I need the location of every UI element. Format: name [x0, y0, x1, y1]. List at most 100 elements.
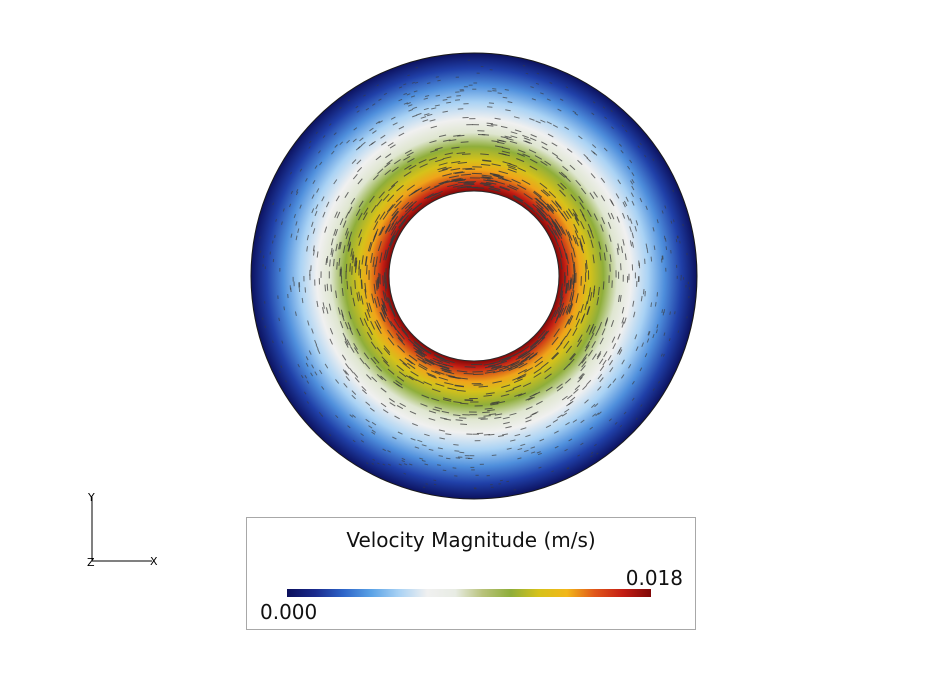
velocity-glyph	[456, 152, 466, 154]
velocity-glyph	[295, 235, 298, 241]
velocity-glyph	[629, 218, 633, 224]
velocity-glyph	[630, 192, 634, 198]
velocity-glyph	[410, 437, 416, 441]
velocity-glyph	[560, 171, 568, 178]
velocity-glyph	[382, 211, 390, 220]
velocity-glyph	[362, 212, 368, 221]
velocity-glyph	[351, 394, 356, 400]
velocity-glyph	[586, 324, 591, 333]
velocity-glyph	[554, 226, 561, 236]
velocity-glyph	[617, 333, 621, 340]
velocity-glyph	[514, 393, 523, 397]
velocity-glyph	[361, 255, 364, 265]
velocity-glyph	[431, 388, 441, 393]
velocity-glyph	[376, 84, 379, 87]
velocity-glyph	[560, 182, 567, 190]
velocity-glyph	[305, 356, 309, 361]
velocity-glyph	[504, 89, 509, 91]
velocity-glyph	[566, 265, 569, 276]
velocity-glyph	[541, 146, 549, 151]
velocity-glyph	[551, 352, 559, 360]
velocity-glyph	[620, 149, 624, 154]
velocity-glyph	[546, 205, 555, 215]
velocity-glyph	[389, 234, 396, 246]
velocity-glyph	[344, 341, 349, 348]
velocity-glyph	[446, 101, 452, 104]
velocity-glyph	[430, 125, 438, 129]
velocity-glyph	[521, 179, 531, 186]
velocity-glyph	[566, 467, 570, 470]
velocity-glyph	[329, 338, 333, 345]
velocity-glyph	[566, 401, 572, 407]
velocity-glyph	[339, 141, 344, 146]
velocity-glyph	[629, 240, 633, 247]
velocity-glyph	[530, 86, 534, 89]
velocity-glyph	[607, 212, 612, 220]
velocity-glyph	[551, 220, 558, 230]
velocity-glyph	[483, 179, 494, 182]
velocity-glyph	[335, 290, 338, 299]
velocity-glyph	[592, 254, 595, 264]
velocity-glyph	[507, 168, 517, 173]
velocity-glyph	[564, 275, 566, 287]
velocity-glyph	[496, 401, 506, 404]
velocity-glyph	[438, 376, 449, 381]
velocity-glyph	[318, 150, 321, 154]
velocity-glyph	[565, 210, 572, 219]
velocity-glyph	[342, 245, 346, 254]
velocity-glyph	[593, 213, 598, 221]
velocity-glyph	[540, 202, 549, 211]
velocity-glyph	[355, 105, 359, 109]
velocity-glyph	[556, 156, 563, 162]
velocity-glyph	[661, 309, 664, 314]
velocity-glyph	[387, 329, 394, 339]
velocity-glyph	[397, 337, 406, 346]
velocity-glyph	[365, 401, 371, 406]
velocity-glyph	[444, 370, 455, 375]
velocity-glyph	[529, 165, 538, 171]
velocity-glyph	[381, 298, 386, 309]
velocity-glyph	[559, 189, 566, 197]
velocity-glyph	[452, 184, 464, 188]
velocity-glyph	[386, 317, 393, 327]
velocity-glyph	[580, 303, 584, 314]
velocity-glyph	[566, 467, 570, 470]
velocity-glyph	[348, 206, 353, 214]
velocity-glyph	[611, 336, 616, 343]
velocity-glyph	[442, 363, 454, 368]
scalar-bar-legend[interactable]: Velocity Magnitude (m/s) 0.018 0.000	[246, 517, 696, 630]
velocity-glyph	[580, 419, 585, 424]
velocity-glyph	[554, 445, 559, 449]
velocity-glyph	[454, 171, 465, 174]
velocity-glyph	[426, 82, 431, 84]
velocity-glyph	[658, 380, 661, 384]
velocity-glyph	[322, 135, 326, 139]
velocity-glyph	[553, 430, 559, 434]
velocity-glyph	[491, 364, 503, 369]
velocity-glyph	[426, 372, 436, 378]
velocity-glyph	[529, 137, 537, 142]
velocity-glyph	[535, 120, 541, 124]
velocity-glyph	[382, 290, 386, 302]
velocity-glyph	[424, 95, 430, 97]
velocity-glyph	[525, 434, 531, 438]
velocity-glyph	[675, 239, 678, 243]
velocity-glyph	[344, 338, 349, 346]
velocity-glyph	[548, 190, 557, 199]
velocity-glyph	[647, 331, 650, 336]
velocity-glyph	[374, 297, 378, 308]
velocity-glyph	[382, 275, 384, 287]
velocity-glyph	[575, 293, 579, 304]
velocity-glyph	[325, 258, 328, 266]
velocity-glyph	[442, 110, 448, 113]
velocity-glyph	[450, 168, 461, 171]
velocity-glyph	[345, 375, 350, 382]
velocity-glyph	[349, 367, 354, 374]
velocity-glyph	[424, 359, 435, 366]
velocity-glyph	[650, 302, 653, 308]
velocity-glyph	[530, 134, 537, 138]
velocity-glyph	[488, 363, 499, 367]
velocity-glyph	[321, 196, 325, 202]
velocity-glyph	[384, 292, 388, 303]
